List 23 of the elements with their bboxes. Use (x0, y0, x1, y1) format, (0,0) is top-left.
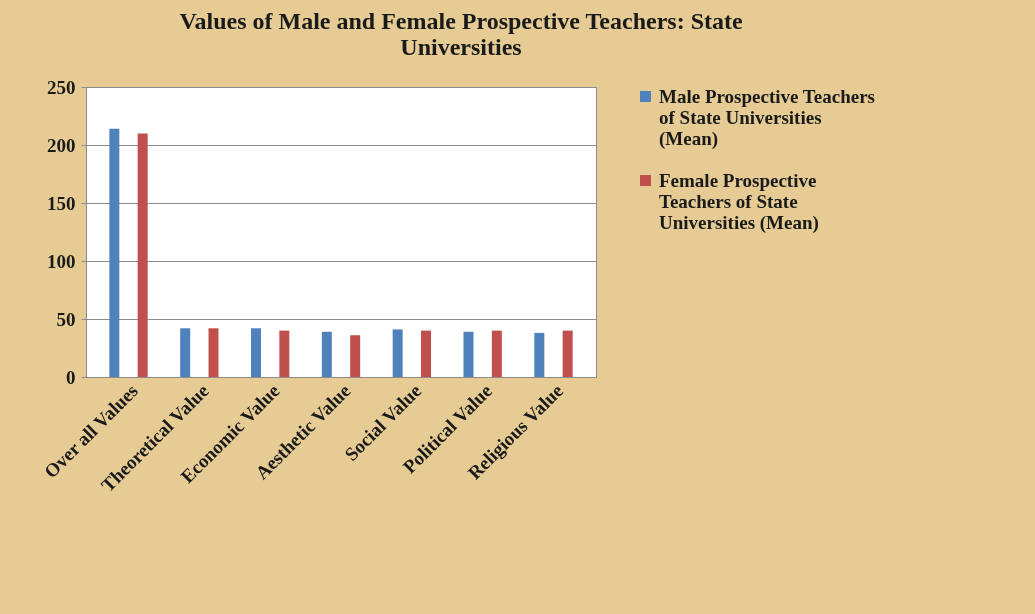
bar (279, 330, 290, 377)
legend-label: Female Prospective Teachers of State Universities (Mean) (659, 169, 819, 234)
bar (562, 330, 573, 377)
bar (421, 330, 431, 377)
bar (534, 332, 545, 377)
bar (137, 133, 148, 377)
bar (491, 330, 502, 377)
bar (350, 335, 361, 377)
y-tick-label: 250 (47, 76, 76, 98)
y-tick-label: 200 (47, 134, 76, 156)
chart-title: Values of Male and Female Prospective Teachers: State Universities (179, 8, 743, 60)
bar (463, 331, 474, 377)
y-tick-label: 0 (66, 366, 76, 388)
bar (109, 128, 120, 377)
y-tick-label: 100 (47, 250, 76, 272)
bar (321, 331, 332, 377)
bar (180, 328, 191, 377)
bar (392, 329, 403, 377)
bar (208, 328, 219, 377)
y-tick-label: 50 (56, 308, 76, 330)
legend-label: Male Prospective Teachers of State Universities (Mean) (659, 85, 875, 150)
y-tick-label: 150 (47, 192, 76, 214)
bar (251, 328, 261, 377)
